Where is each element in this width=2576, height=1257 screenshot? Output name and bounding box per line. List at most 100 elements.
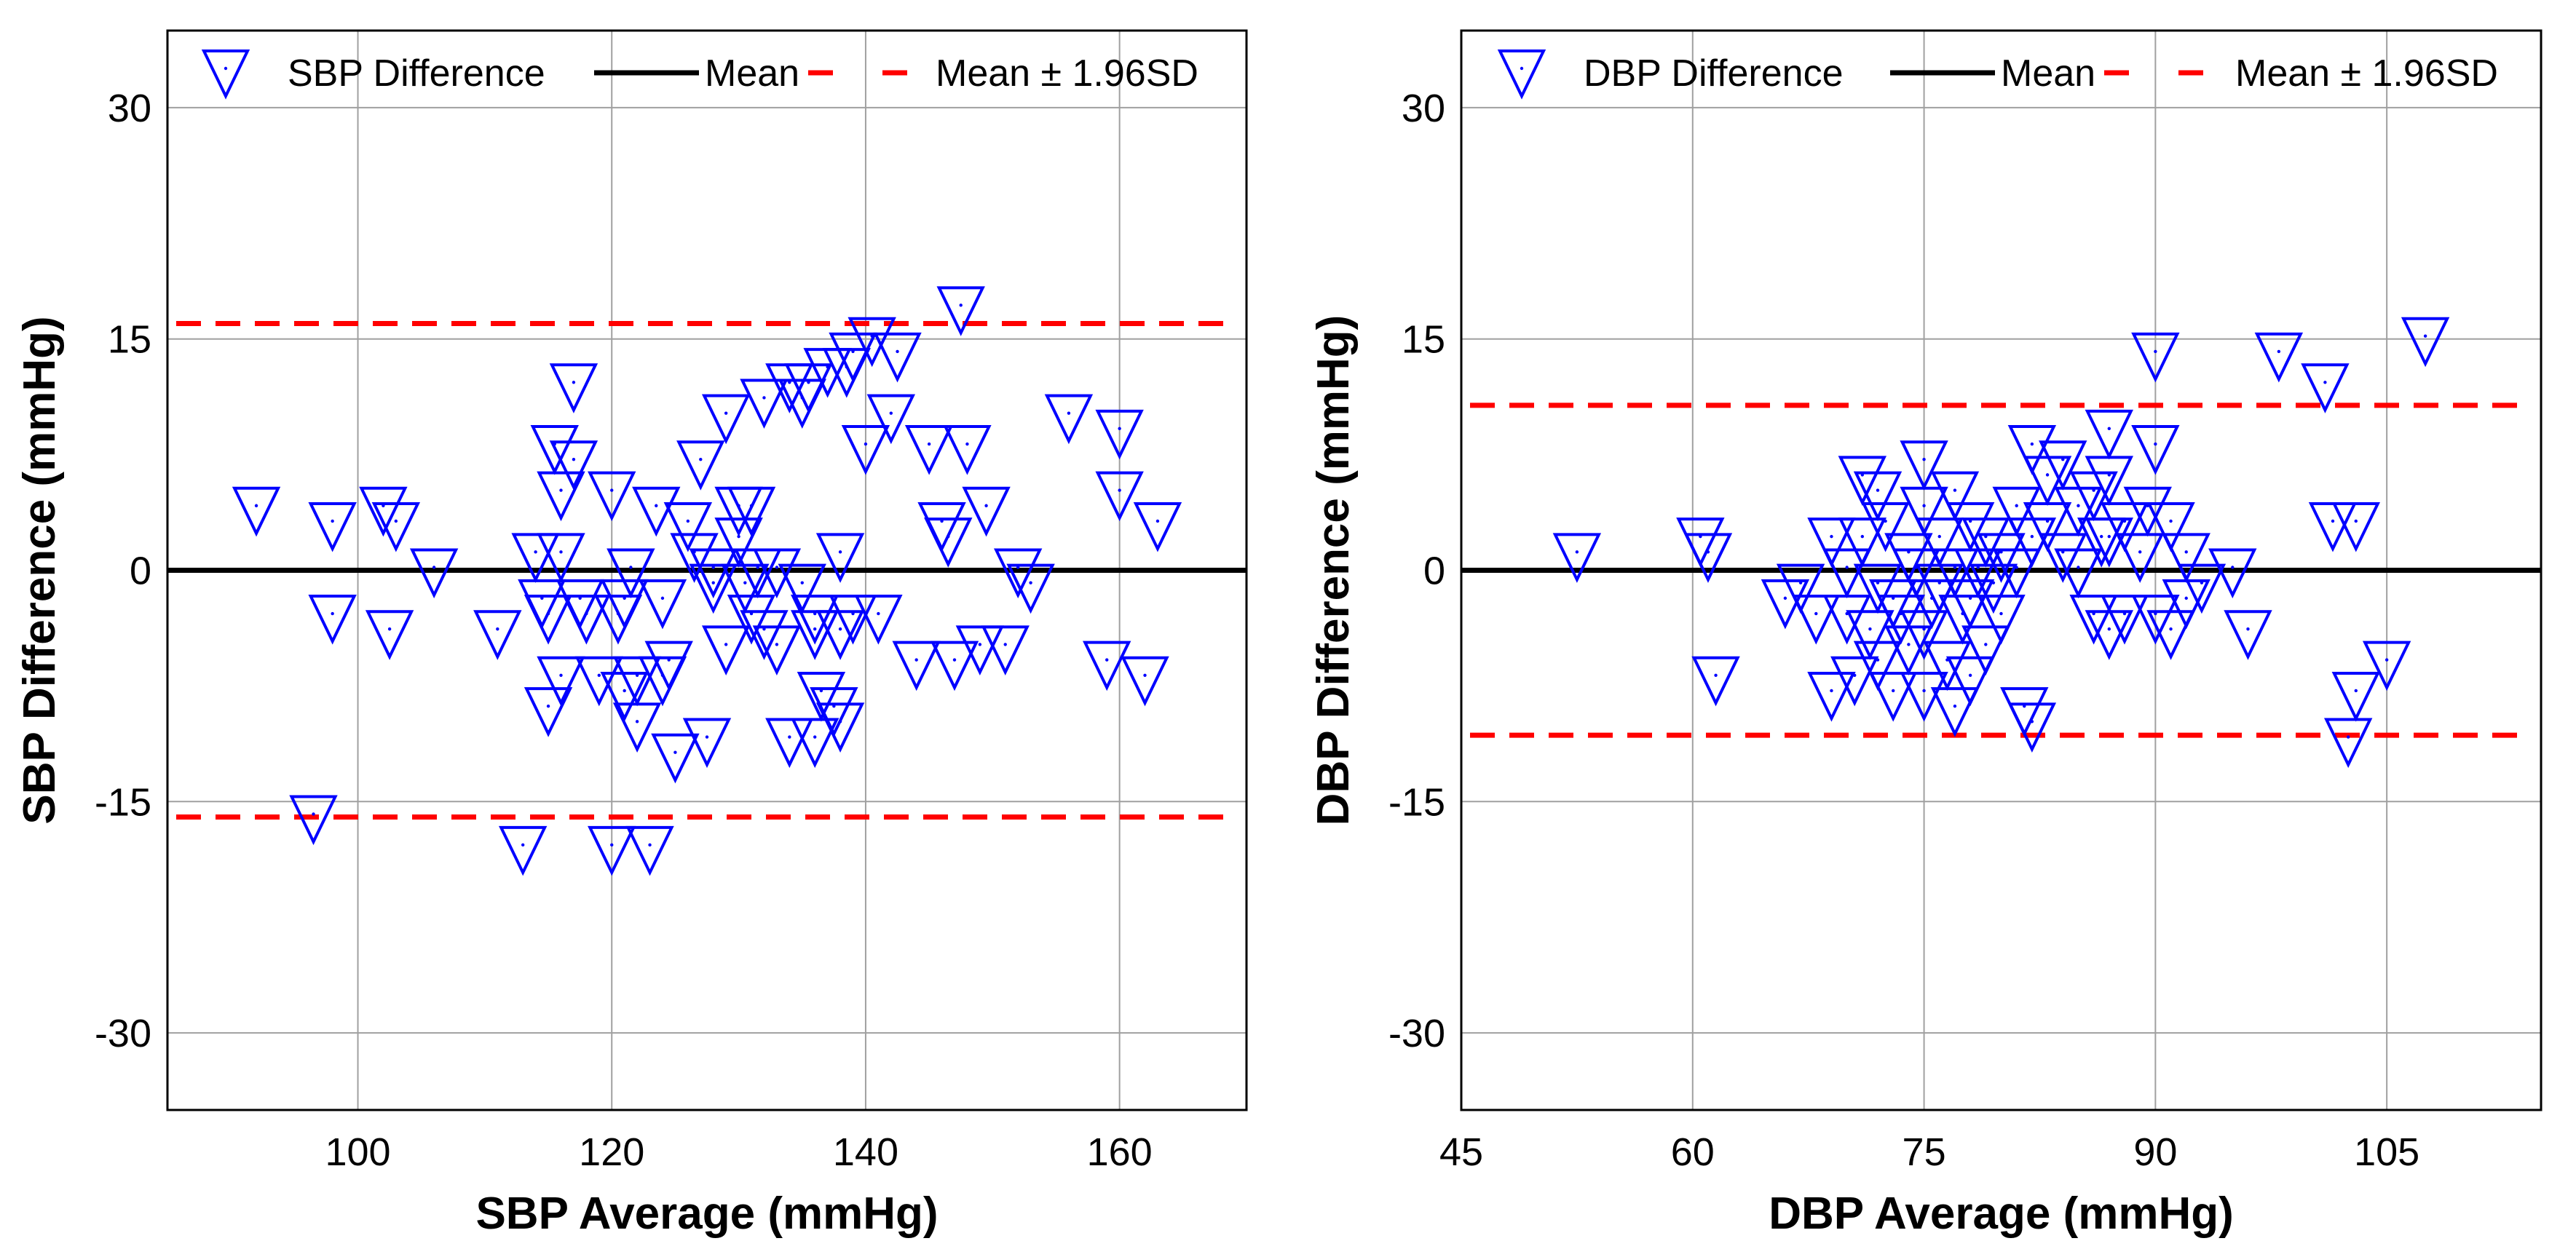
data-point [1776, 563, 1825, 614]
data-point [2054, 548, 2103, 599]
data-point [1945, 579, 1995, 630]
data-point [518, 579, 566, 630]
data-point [537, 471, 585, 522]
data-point [524, 595, 573, 645]
data-point [815, 610, 865, 660]
y-tick-label: 15 [108, 318, 151, 362]
data-point [2023, 501, 2072, 552]
data-point [1930, 687, 1980, 737]
data-point [1133, 501, 1182, 552]
data-point [1945, 656, 1995, 707]
data-point [2177, 563, 2227, 614]
data-point [791, 718, 839, 769]
data-point [854, 595, 903, 645]
sbp-chart: -30 -15 0 15 30 100 120 140 160 SBP Average (mmHg… [15, 29, 1248, 1239]
data-point [371, 501, 421, 552]
data-point [365, 610, 414, 660]
data-point [866, 394, 916, 445]
data-point [873, 332, 922, 383]
data-point [727, 486, 776, 537]
data-point [848, 317, 896, 368]
data-point [1846, 610, 1895, 660]
data-point [1853, 471, 1903, 522]
data-point [1869, 671, 1918, 722]
data-point [2077, 518, 2126, 568]
data-point [1822, 595, 1871, 645]
data-point [1676, 518, 1725, 568]
legend-label-difference: SBP Difference [288, 52, 545, 95]
plot-area [166, 29, 1248, 1111]
data-point [1961, 518, 2010, 568]
data-point [2007, 702, 2057, 753]
data-point [1930, 471, 1980, 522]
data-point [2085, 409, 2133, 460]
data-point [1552, 533, 1602, 583]
data-point [2023, 456, 2072, 506]
legend-label-limits: Mean ± 1.96SD [936, 52, 1198, 95]
data-point [1876, 595, 1925, 645]
data-point [537, 533, 585, 583]
data-point [644, 641, 693, 691]
data-point [574, 656, 623, 707]
x-tick-label: 160 [1087, 1130, 1153, 1174]
data-point [1095, 409, 1144, 460]
legend-marker [201, 49, 250, 100]
data-point [778, 563, 826, 614]
data-point [2007, 518, 2057, 568]
data-point [593, 595, 643, 645]
data-point [727, 595, 776, 645]
data-point [930, 641, 979, 691]
data-point [1900, 440, 1948, 491]
data-point [612, 656, 662, 707]
data-point [2162, 579, 2210, 630]
data-point [2401, 317, 2450, 368]
x-tick-label: 75 [1903, 1130, 1946, 1174]
data-point [308, 595, 357, 645]
data-point [600, 671, 649, 722]
data-point [1121, 656, 1169, 707]
y-tick-label: -15 [1388, 780, 1445, 824]
data-point [904, 425, 954, 475]
data-point [1838, 518, 1887, 568]
y-tick-label: 0 [130, 550, 151, 593]
data-point [815, 702, 865, 753]
x-tick-label: 100 [325, 1130, 390, 1174]
data-point [1807, 518, 1856, 568]
data-point [1907, 579, 1956, 630]
data-point [1869, 579, 1918, 630]
data-point [2362, 641, 2411, 691]
data-point [556, 579, 604, 630]
data-point [359, 486, 408, 537]
legend: SBP Difference Mean Mean ± 1.96SD [201, 49, 1198, 100]
y-tick-label: -30 [1388, 1012, 1445, 1055]
data-point [1861, 501, 1910, 552]
data-point [2069, 595, 2118, 645]
data-point [2054, 486, 2103, 537]
x-tick-label: 90 [2133, 1130, 2177, 1174]
legend-label-mean: Mean [2001, 52, 2095, 95]
data-point [752, 625, 802, 676]
data-point [2331, 671, 2380, 722]
data-point [600, 579, 649, 630]
data-point [1807, 671, 1856, 722]
data-point [2039, 533, 2087, 583]
data-point [1992, 486, 2041, 537]
data-point [791, 610, 839, 660]
data-point [1961, 625, 2010, 676]
data-point [841, 425, 890, 475]
data-point [562, 595, 611, 645]
x-axis-label: DBP Average (mmHg) [1769, 1189, 2234, 1239]
data-point [2039, 440, 2087, 491]
data-point [936, 286, 985, 336]
data-point [892, 641, 941, 691]
data-point [1044, 394, 1094, 445]
data-point [740, 378, 789, 429]
data-point [549, 440, 598, 491]
data-point [1945, 501, 1995, 552]
data-point [588, 825, 636, 876]
data-point [752, 548, 802, 599]
data-point [721, 563, 770, 614]
data-point [2208, 548, 2257, 599]
data-point [2331, 501, 2380, 552]
data-point [663, 501, 713, 552]
